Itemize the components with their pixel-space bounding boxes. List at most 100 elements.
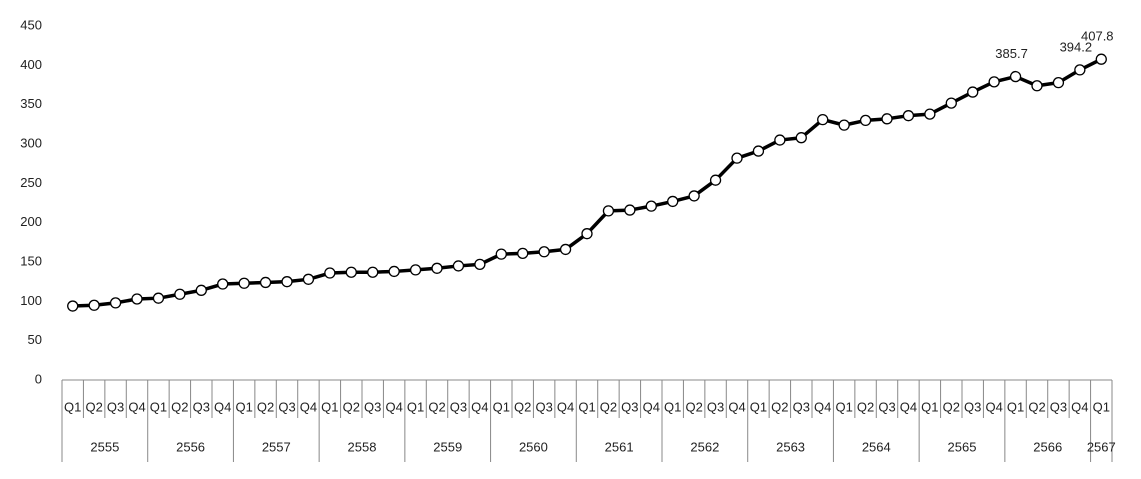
data-point xyxy=(1095,53,1107,65)
x-tick-label: Q2 xyxy=(1028,399,1045,414)
year-label: 2559 xyxy=(433,439,462,454)
year-label: 2564 xyxy=(862,439,891,454)
x-tick-label: Q2 xyxy=(600,399,617,414)
data-point xyxy=(302,273,315,285)
x-tick-label: Q4 xyxy=(557,399,574,414)
data-point xyxy=(774,134,786,146)
x-tick-label: Q1 xyxy=(921,399,938,414)
x-tick-label: Q3 xyxy=(707,399,724,414)
data-point xyxy=(517,247,529,259)
x-tick-label: Q4 xyxy=(985,399,1002,414)
data-point xyxy=(367,266,379,278)
y-tick-label: 50 xyxy=(28,332,42,347)
data-point xyxy=(324,267,336,279)
data-point xyxy=(409,264,422,276)
x-tick-label: Q3 xyxy=(621,399,638,414)
x-tick-label: Q1 xyxy=(664,399,681,414)
data-point xyxy=(1052,76,1065,89)
x-tick-label: Q1 xyxy=(835,399,852,414)
x-tick-label: Q1 xyxy=(1093,399,1110,414)
data-point xyxy=(1074,64,1086,76)
x-tick-label: Q4 xyxy=(728,399,745,414)
x-tick-label: Q1 xyxy=(321,399,338,414)
data-point xyxy=(152,292,165,304)
x-tick-label: Q3 xyxy=(793,399,810,414)
data-point xyxy=(945,97,957,109)
y-tick-label: 300 xyxy=(20,135,42,150)
data-point xyxy=(967,86,979,98)
x-tick-label: Q2 xyxy=(428,399,445,414)
x-tick-label: Q3 xyxy=(450,399,467,414)
year-label: 2566 xyxy=(1033,439,1062,454)
data-point xyxy=(259,276,272,289)
data-point xyxy=(538,246,550,258)
year-label: 2555 xyxy=(90,439,119,454)
data-point xyxy=(1031,80,1043,92)
y-tick-label: 350 xyxy=(20,96,42,111)
data-point xyxy=(217,278,229,290)
data-point xyxy=(238,277,250,289)
data-point xyxy=(881,113,893,125)
x-tick-label: Q1 xyxy=(407,399,424,414)
data-point xyxy=(281,276,293,288)
data-point xyxy=(388,265,400,278)
x-tick-label: Q4 xyxy=(1071,399,1088,414)
data-point xyxy=(988,76,1000,88)
data-point xyxy=(902,110,915,122)
x-tick-label: Q2 xyxy=(857,399,874,414)
data-point xyxy=(431,262,443,274)
data-point xyxy=(559,243,572,256)
x-tick-label: Q3 xyxy=(964,399,981,414)
data-point xyxy=(1009,70,1022,83)
data-point xyxy=(452,260,465,272)
year-label: 2561 xyxy=(605,439,634,454)
x-tick-label: Q4 xyxy=(385,399,402,414)
data-point xyxy=(195,284,207,296)
x-tick-label: Q4 xyxy=(214,399,231,414)
x-tick-label: Q4 xyxy=(300,399,317,414)
y-tick-label: 400 xyxy=(20,57,42,72)
x-tick-label: Q3 xyxy=(193,399,210,414)
data-point xyxy=(174,288,186,300)
x-tick-label: Q2 xyxy=(514,399,531,414)
x-tick-label: Q2 xyxy=(343,399,360,414)
data-point xyxy=(709,174,722,186)
y-tick-label: 150 xyxy=(20,253,42,268)
data-point xyxy=(731,152,743,164)
x-tick-label: Q3 xyxy=(878,399,895,414)
y-tick-label: 200 xyxy=(20,214,42,229)
x-tick-label: Q1 xyxy=(150,399,167,414)
data-point xyxy=(474,258,486,271)
x-tick-label: Q3 xyxy=(107,399,124,414)
x-tick-label: Q4 xyxy=(900,399,917,414)
data-point xyxy=(624,204,636,216)
x-tick-label: Q4 xyxy=(814,399,831,414)
series-line xyxy=(72,57,1103,308)
x-tick-label: Q3 xyxy=(364,399,381,414)
data-point xyxy=(67,300,79,312)
data-point xyxy=(109,297,122,309)
data-point xyxy=(838,119,850,131)
x-tick-label: Q1 xyxy=(493,399,510,414)
data-point xyxy=(345,266,357,278)
data-point xyxy=(131,293,143,305)
data-label: 394.2 xyxy=(1060,39,1093,54)
year-label: 2563 xyxy=(776,439,805,454)
y-tick-label: 450 xyxy=(20,17,42,32)
y-tick-label: 0 xyxy=(35,371,42,386)
year-label: 2567 xyxy=(1087,439,1116,454)
x-tick-label: Q4 xyxy=(128,399,145,414)
x-tick-label: Q2 xyxy=(943,399,960,414)
year-label: 2562 xyxy=(690,439,719,454)
data-point xyxy=(688,190,700,202)
year-label: 2560 xyxy=(519,439,548,454)
x-tick-label: Q3 xyxy=(535,399,552,414)
data-point xyxy=(581,228,593,240)
x-tick-label: Q4 xyxy=(643,399,660,414)
data-point xyxy=(602,205,615,217)
x-tick-label: Q3 xyxy=(278,399,295,414)
data-point xyxy=(88,299,100,311)
data-point xyxy=(924,108,936,120)
data-point xyxy=(795,132,807,144)
